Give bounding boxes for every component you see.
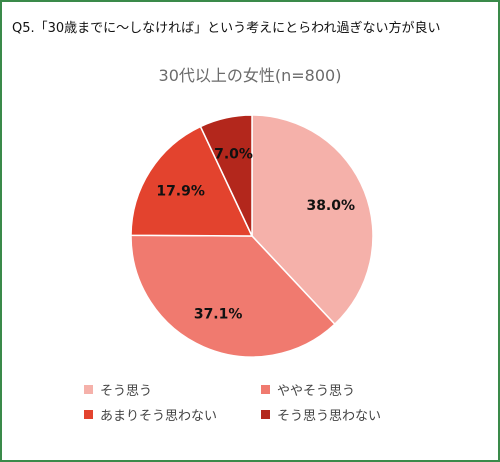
legend-swatch-2 bbox=[261, 385, 270, 394]
legend-label-1: そう思う bbox=[100, 384, 153, 399]
legend-item-3: あまりそう思わない bbox=[84, 405, 217, 424]
legend-label-3: あまりそう思わない bbox=[100, 409, 218, 424]
legend-item-1: そう思う bbox=[84, 380, 152, 399]
chart-title: 30代以上の女性(n=800) bbox=[158, 66, 342, 85]
legend-swatch-3 bbox=[84, 410, 93, 419]
pie-slice-1 bbox=[251, 114, 374, 326]
legend-item-4: そう思う思わない bbox=[261, 405, 381, 424]
slice-label-4: 7.0% bbox=[214, 146, 253, 162]
legend-label-2: ややそう思う bbox=[277, 384, 356, 399]
slice-label-2: 37.1% bbox=[194, 307, 243, 323]
legend-label-4: そう思う思わない bbox=[277, 409, 382, 424]
legend-swatch-4 bbox=[261, 410, 270, 419]
legend-item-2: ややそう思う bbox=[261, 380, 355, 399]
pie-slice-4 bbox=[199, 114, 253, 237]
pie-slice-2 bbox=[130, 234, 336, 358]
pie-slice-3 bbox=[130, 125, 254, 237]
question-text: Q5.「30歳までに〜しなければ」という考えにとらわれ過ぎない方が良い bbox=[12, 21, 441, 36]
slice-label-1: 38.0% bbox=[306, 198, 355, 214]
slice-label-3: 17.9% bbox=[156, 183, 205, 199]
legend-swatch-1 bbox=[84, 385, 93, 394]
